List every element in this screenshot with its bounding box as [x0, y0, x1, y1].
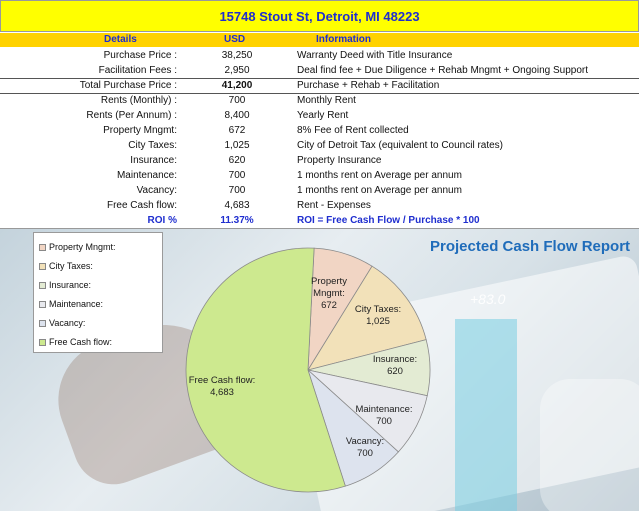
row-info: ROI = Free Cash Flow / Purchase * 100	[297, 215, 480, 226]
pie-data-label: Maintenance: 700	[355, 404, 412, 427]
row-value: 41,200	[221, 80, 253, 91]
pie-data-label: Insurance: 620	[373, 354, 417, 377]
background-number: +83.0	[470, 291, 506, 307]
property-address: 15748 Stout St, Detroit, MI 48223	[219, 8, 420, 24]
legend-item: Free Cash flow:	[39, 337, 112, 347]
row-label: Rents (Per Annum) :	[86, 110, 177, 121]
legend-swatch	[39, 319, 46, 327]
chart-legend: Property Mngmt: City Taxes: Insurance: Main…	[33, 232, 163, 353]
row-label: Free Cash flow:	[106, 200, 177, 211]
legend-swatch	[39, 243, 46, 251]
legend-item: Insurance:	[39, 280, 91, 290]
row-info: 1 months rent on Average per annum	[297, 185, 462, 196]
table-row: Maintenance: 700 1 months rent on Average …	[0, 168, 639, 183]
row-label: Maintenance:	[116, 170, 177, 181]
table-row: City Taxes: 1,025 City of Detroit Tax (equ…	[0, 138, 639, 153]
report-title: Projected Cash Flow Report	[430, 238, 631, 255]
row-label: Rents (Monthly) :	[100, 95, 177, 106]
row-value: 2,950	[224, 65, 250, 76]
row-label: Insurance:	[130, 155, 177, 166]
pie-data-label: City Taxes: 1,025	[355, 304, 401, 327]
table-row: Facilitation Fees : 2,950 Deal find fee + …	[0, 63, 639, 78]
row-value: 1,025	[224, 140, 250, 151]
row-label: Purchase Price :	[103, 50, 177, 61]
row-value: 700	[228, 170, 246, 181]
legend-swatch	[39, 300, 46, 308]
chart-area: +83.0 Property Mngmt: 672 City Taxes: 1,025 I…	[0, 228, 639, 511]
table-row: Total Purchase Price : 41,200 Purchase + R…	[0, 78, 639, 93]
row-info: Property Insurance	[297, 155, 382, 166]
row-value: 11.37%	[220, 215, 254, 226]
row-label: Property Mngmt:	[103, 125, 177, 136]
row-value: 38,250	[221, 50, 253, 61]
pie-slice	[307, 265, 427, 371]
table-row: ROI % 11.37% ROI = Free Cash Flow / Purcha…	[0, 213, 639, 228]
row-info: Monthly Rent	[297, 95, 356, 106]
row-label: Total Purchase Price :	[79, 80, 177, 91]
legend-label: Maintenance:	[49, 299, 104, 309]
legend-swatch	[39, 262, 46, 270]
row-label: Facilitation Fees :	[98, 65, 177, 76]
pie-data-label: Property Mngmt: 672	[311, 276, 347, 311]
row-info: 8% Fee of Rent collected	[297, 125, 409, 136]
legend-item: City Taxes:	[39, 261, 93, 271]
table-row: Property Mngmt: 672 8% Fee of Rent collect…	[0, 123, 639, 138]
row-value: 8,400	[224, 110, 250, 121]
row-info: Rent - Expenses	[297, 200, 371, 211]
table-row: Rents (Monthly) : 700 Monthly Rent	[0, 93, 639, 108]
table-row: Purchase Price : 38,250 Warranty Deed with…	[0, 48, 639, 63]
property-title-band: 15748 Stout St, Detroit, MI 48223	[0, 0, 639, 32]
pie-data-label: Free Cash flow: 4,683	[189, 375, 256, 398]
table-row: Vacancy: 700 1 months rent on Average per …	[0, 183, 639, 198]
row-label: City Taxes:	[128, 140, 177, 151]
row-value: 4,683	[224, 200, 250, 211]
row-info: City of Detroit Tax (equivalent to Counc…	[297, 140, 504, 151]
table-row: Free Cash flow: 4,683 Rent - Expenses	[0, 198, 639, 213]
column-header-row: Details USD Information	[0, 33, 639, 47]
table-rule	[0, 78, 639, 79]
legend-label: Insurance:	[49, 280, 92, 290]
row-info: Warranty Deed with Title Insurance	[297, 50, 453, 61]
table-rule	[0, 93, 639, 94]
col-details: Details	[104, 34, 137, 45]
row-info: Yearly Rent	[297, 110, 349, 121]
row-label: Vacancy:	[136, 185, 177, 196]
pie-slice	[185, 247, 346, 493]
table-row: Rents (Per Annum) : 8,400 Yearly Rent	[0, 108, 639, 123]
legend-label: City Taxes:	[49, 261, 93, 271]
row-label: ROI %	[147, 215, 177, 226]
row-info: 1 months rent on Average per annum	[297, 170, 462, 181]
legend-swatch	[39, 281, 46, 289]
row-value: 700	[228, 95, 246, 106]
background-glass	[540, 379, 639, 511]
legend-label: Vacancy:	[49, 318, 86, 328]
row-info: Purchase + Rehab + Facilitation	[297, 80, 440, 91]
row-value: 620	[228, 155, 246, 166]
legend-label: Free Cash flow:	[49, 337, 113, 347]
legend-item: Maintenance:	[39, 299, 103, 309]
legend-item: Vacancy:	[39, 318, 85, 328]
pie-chart: Property Mngmt: 672 City Taxes: 1,025 Insuran…	[185, 247, 431, 493]
table-row: Insurance: 620 Property Insurance	[0, 153, 639, 168]
background-bar	[455, 319, 517, 511]
legend-swatch	[39, 338, 46, 346]
row-value: 672	[228, 125, 246, 136]
legend-label: Property Mngmt:	[49, 242, 116, 252]
col-usd: USD	[224, 34, 246, 45]
row-info: Deal find fee + Due Diligence + Rehab Mn…	[297, 65, 589, 76]
col-information: Information	[316, 34, 371, 45]
row-value: 700	[228, 185, 246, 196]
pie-data-label: Vacancy: 700	[346, 436, 384, 459]
legend-item: Property Mngmt:	[39, 242, 116, 252]
